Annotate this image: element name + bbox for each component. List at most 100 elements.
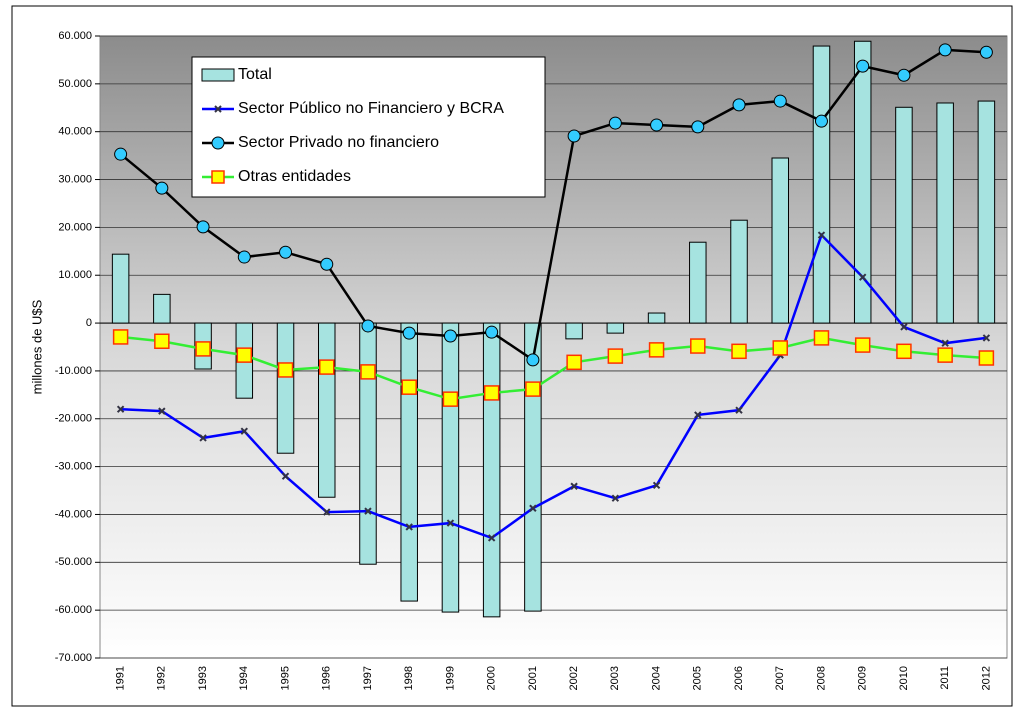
x-tick-label: 2011 xyxy=(939,666,951,690)
marker xyxy=(817,231,826,239)
line xyxy=(119,48,987,363)
bar xyxy=(771,157,789,324)
legend-marker xyxy=(214,105,222,113)
y-tick-label: 30.000 xyxy=(58,173,92,185)
marker xyxy=(442,391,459,407)
marker xyxy=(611,494,620,502)
bar xyxy=(647,312,666,324)
x-tick-label: 1998 xyxy=(403,666,415,690)
marker xyxy=(648,342,665,358)
x-tick-label: 2009 xyxy=(857,666,869,690)
marker xyxy=(320,257,334,271)
legend-label: Total xyxy=(238,66,272,83)
y-tick-label: -10.000 xyxy=(55,365,92,377)
lines xyxy=(112,43,995,542)
x-tick-label: 2012 xyxy=(980,666,992,690)
x-tick-label: 2000 xyxy=(486,666,498,690)
marker xyxy=(236,347,253,363)
marker xyxy=(155,181,169,195)
x-tick-label: 1995 xyxy=(279,666,291,690)
marker xyxy=(900,323,908,331)
marker xyxy=(896,343,912,360)
marker xyxy=(691,120,705,134)
marker xyxy=(938,43,952,57)
bar xyxy=(400,322,418,602)
y-tick-label: 60.000 xyxy=(58,30,92,42)
x-tick-label: 2010 xyxy=(898,666,910,690)
marker xyxy=(526,353,540,367)
marker xyxy=(240,427,249,435)
legend: Total Sector Público no Financiero y BCRA… xyxy=(191,56,546,198)
y-axis-label: millones de U$S xyxy=(29,299,44,394)
marker xyxy=(443,329,457,343)
marker xyxy=(279,245,293,259)
legend-label: Sector Público no Financiero y BCRA xyxy=(238,100,504,117)
x-tick-label: 1999 xyxy=(444,666,456,690)
bar xyxy=(853,40,872,324)
marker xyxy=(525,381,541,397)
legend-marker xyxy=(211,170,225,184)
marker xyxy=(567,129,581,143)
bar xyxy=(318,322,336,498)
bar xyxy=(441,322,460,613)
line xyxy=(120,335,987,401)
x-tick-label: 2001 xyxy=(527,666,539,690)
y-tick-label: 10.000 xyxy=(58,269,92,281)
marker xyxy=(813,330,830,346)
y-tick-label: -30.000 xyxy=(55,461,92,473)
marker xyxy=(277,362,294,378)
marker xyxy=(731,343,747,360)
marker xyxy=(402,326,416,340)
marker xyxy=(487,534,496,542)
bar xyxy=(689,241,707,324)
x-tick-label: 1991 xyxy=(115,666,127,690)
x-tick-label: 2002 xyxy=(568,666,580,690)
marker xyxy=(856,59,870,73)
marker xyxy=(401,379,417,395)
marker xyxy=(858,273,867,281)
bar xyxy=(565,322,583,340)
marker xyxy=(529,504,537,512)
marker xyxy=(195,341,211,357)
y-tick-label: -40.000 xyxy=(55,508,92,520)
marker xyxy=(323,508,331,516)
bar xyxy=(482,322,501,618)
line xyxy=(120,232,987,540)
legend-swatch xyxy=(201,68,235,82)
marker xyxy=(361,319,375,333)
marker xyxy=(237,250,251,264)
marker xyxy=(608,116,622,130)
marker xyxy=(854,337,871,353)
marker xyxy=(652,481,661,489)
x-tick-label: 2007 xyxy=(774,666,786,690)
marker xyxy=(941,339,949,347)
legend-box xyxy=(191,56,546,198)
legend-label: Otras entidades xyxy=(238,168,351,185)
bar xyxy=(895,106,913,324)
marker xyxy=(112,329,129,345)
marker xyxy=(772,340,788,356)
marker xyxy=(566,354,582,371)
x-tick-label: 1993 xyxy=(197,666,209,690)
marker xyxy=(281,472,290,480)
bar xyxy=(606,322,625,334)
y-tick-label: -20.000 xyxy=(55,413,92,425)
x-tick-label: 2005 xyxy=(692,666,704,690)
bar xyxy=(359,322,377,565)
y-tick-label: -70.000 xyxy=(55,652,92,664)
marker xyxy=(937,347,953,363)
y-tick-label: -60.000 xyxy=(55,604,92,616)
marker xyxy=(483,385,500,401)
marker xyxy=(158,407,166,415)
y-tick-label: 0 xyxy=(86,317,92,329)
marker xyxy=(735,406,743,414)
y-tick-label: 20.000 xyxy=(58,221,92,233)
x-tick-label: 1994 xyxy=(238,666,250,690)
marker xyxy=(405,523,413,531)
x-tick-label: 1996 xyxy=(321,666,333,690)
marker xyxy=(446,519,455,527)
x-tick-label: 2008 xyxy=(815,666,827,690)
marker xyxy=(114,147,128,161)
marker xyxy=(982,334,991,342)
